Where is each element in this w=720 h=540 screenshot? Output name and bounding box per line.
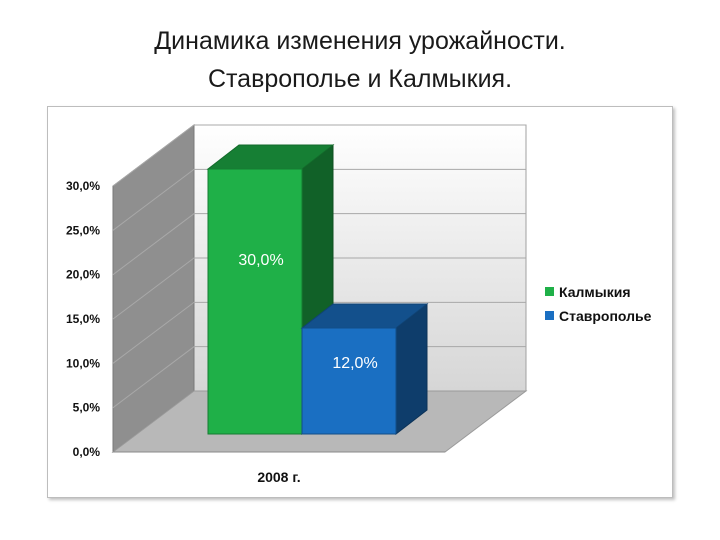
legend-swatch-stavropolye (545, 311, 554, 320)
y-tick-label: 20,0% (66, 268, 100, 282)
y-tick-label: 30,0% (66, 179, 100, 193)
bars: 30,0% 12,0% (206, 143, 429, 436)
bar-front (207, 168, 303, 435)
category-label: 2008 г. (257, 469, 300, 485)
gridline (112, 168, 526, 231)
legend-label-stavropolye: Ставрополье (559, 308, 652, 324)
chart-title-line-2: Ставрополье и Калмыкия. (207, 65, 513, 93)
chart-title-line-1: Динамика изменения урожайности. (154, 27, 566, 55)
bar-front (301, 327, 397, 435)
gridline (112, 301, 526, 364)
legend: Калмыкия Ставрополье (545, 284, 652, 324)
gridline (112, 257, 526, 320)
gridlines (112, 124, 526, 453)
gridline (112, 124, 526, 187)
bar-stavropolye: 12,0% (300, 302, 429, 436)
data-label: 12,0% (332, 355, 377, 372)
y-tick-label: 10,0% (66, 356, 100, 370)
y-tick-label: 25,0% (66, 223, 100, 237)
y-tick-label: 5,0% (73, 401, 101, 415)
y-axis-ticks: 0,0% 5,0% 10,0% 15,0% 20,0% 25,0% 30,0% (66, 179, 100, 459)
gridline (112, 213, 526, 276)
legend-label-kalmykia: Калмыкия (559, 284, 631, 300)
data-label: 30,0% (238, 252, 283, 269)
y-tick-label: 15,0% (66, 312, 100, 326)
y-tick-label: 0,0% (73, 445, 101, 459)
legend-swatch-kalmykia (545, 287, 554, 296)
chart-title: Динамика изменения урожайности. Ставропо… (0, 22, 720, 98)
